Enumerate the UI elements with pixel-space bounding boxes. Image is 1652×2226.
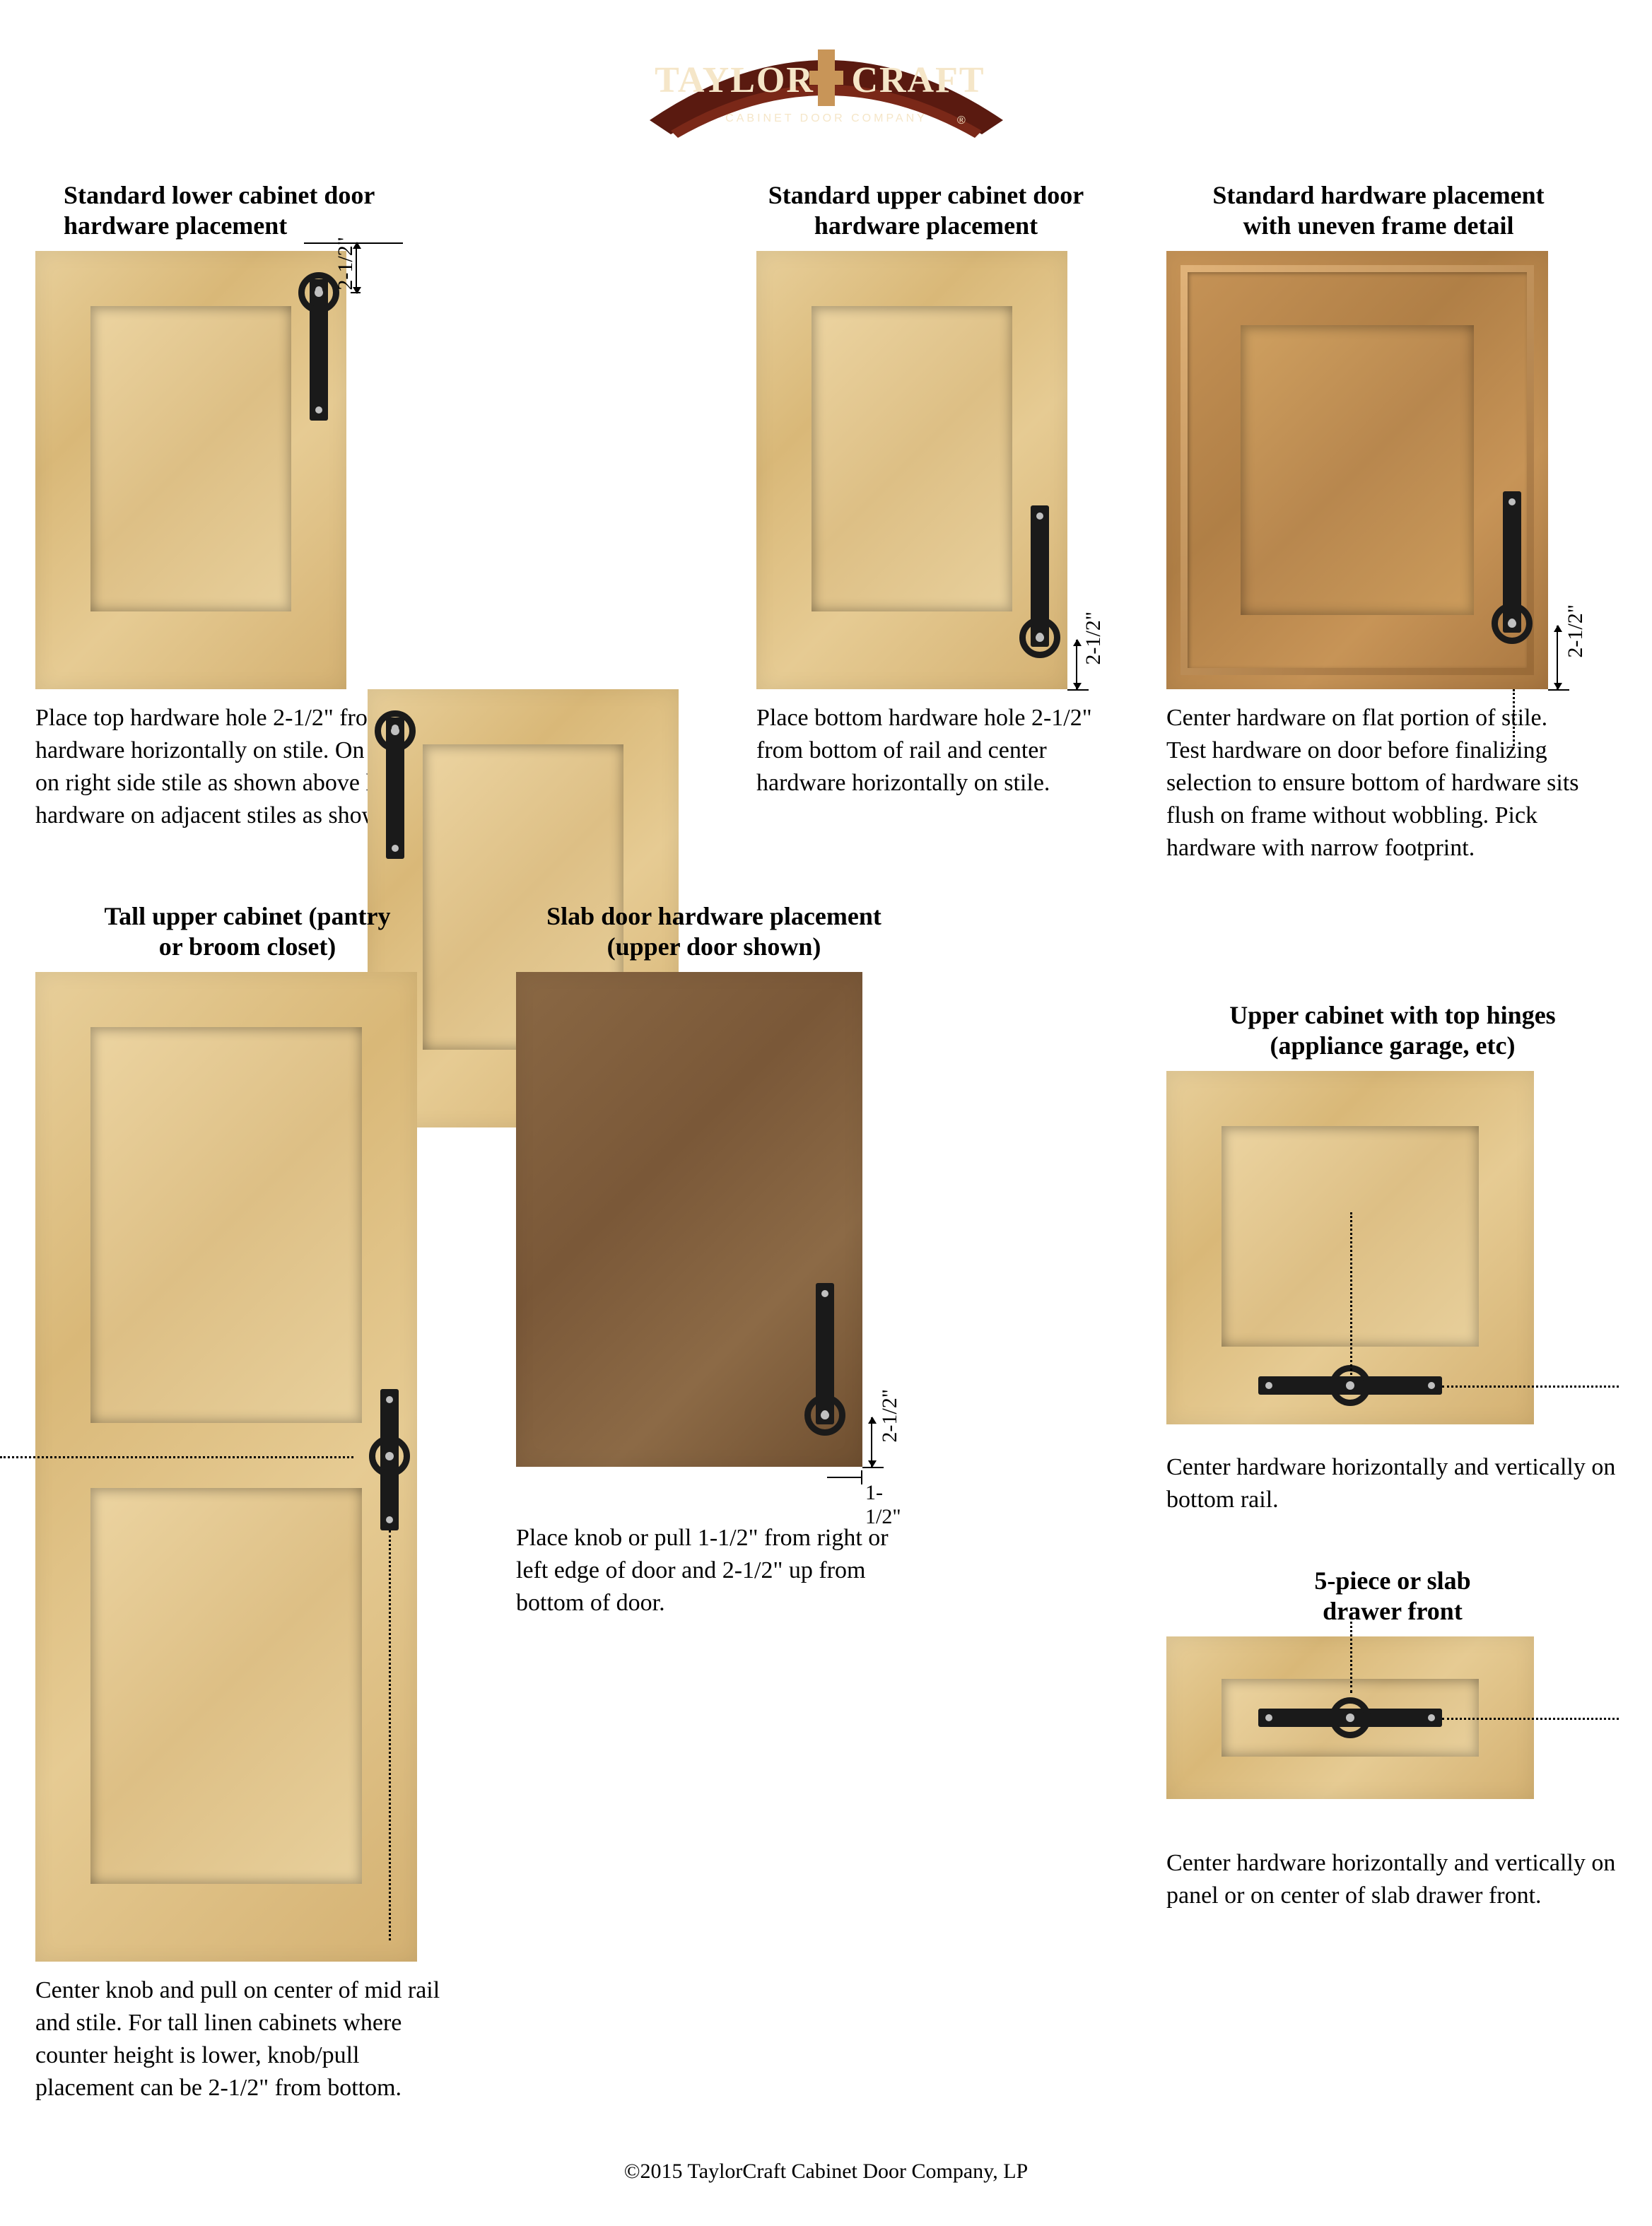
knob-icon: [1492, 603, 1533, 644]
knob-icon: [375, 710, 416, 751]
caption-uneven: Center hardware on flat portion of stile…: [1166, 702, 1591, 864]
title-tall: Tall upper cabinet (pantryor broom close…: [35, 901, 459, 962]
logo-reg: ®: [957, 115, 968, 127]
footer-copyright: ©2015 TaylorCraft Cabinet Door Company, …: [35, 2160, 1617, 2184]
block-tall: Tall upper cabinet (pantryor broom close…: [35, 901, 459, 2104]
caption-tall: Center knob and pull on center of mid ra…: [35, 1974, 459, 2104]
block-slab: Slab door hardware placement (upper door…: [516, 901, 912, 1619]
dim-upper: 2-1/2": [1082, 611, 1106, 665]
title-slab: Slab door hardware placement (upper door…: [516, 901, 912, 962]
knob-icon: [369, 1436, 410, 1477]
block-lower: Standard lower cabinet doorhardware plac…: [35, 180, 686, 832]
caption-slab: Place knob or pull 1-1/2" from right or …: [516, 1522, 912, 1619]
dim-slab-v: 2-1/2": [878, 1389, 902, 1443]
door-lower-left: [35, 251, 346, 689]
caption-drawer: Center hardware horizontally and vertica…: [1166, 1847, 1619, 1912]
block-tophinge: Upper cabinet with top hinges(appliance …: [1166, 1000, 1619, 1516]
caption-tophinge: Center hardware horizontally and vertica…: [1166, 1451, 1619, 1516]
knob-icon: [804, 1395, 845, 1436]
content-grid: Standard lower cabinet doorhardware plac…: [35, 180, 1617, 2145]
door-slab: [516, 972, 862, 1467]
logo-text-left: TAYLOR: [655, 60, 814, 100]
logo-text-right: CRAFT: [851, 60, 985, 100]
title-upper: Standard upper cabinet doorhardware plac…: [756, 180, 1096, 241]
door-upper: [756, 251, 1067, 689]
knob-icon: [1019, 617, 1060, 658]
caption-upper: Place bottom hardware hole 2-1/2" from b…: [756, 702, 1096, 799]
dim-slab-h: 1-1/2": [865, 1481, 912, 1529]
block-drawer: 5-piece or slabdrawer front Center hardw…: [1166, 1566, 1619, 1912]
dim-uneven: 2-1/2": [1564, 604, 1588, 658]
logo: TAYLOR CRAFT CABINET DOOR COMPANY ®: [35, 21, 1617, 152]
title-tophinge: Upper cabinet with top hinges(appliance …: [1166, 1000, 1619, 1061]
dim-lower: 2-1/2": [334, 237, 358, 291]
logo-subtext: CABINET DOOR COMPANY: [725, 112, 927, 124]
block-uneven: Standard hardware placementwith uneven f…: [1166, 180, 1591, 865]
title-drawer: 5-piece or slabdrawer front: [1166, 1566, 1619, 1627]
title-lower: Standard lower cabinet doorhardware plac…: [35, 180, 686, 241]
door-tall: [35, 972, 417, 1962]
block-upper: Standard upper cabinet doorhardware plac…: [756, 180, 1096, 799]
title-uneven: Standard hardware placementwith uneven f…: [1166, 180, 1591, 241]
door-uneven: [1166, 251, 1548, 689]
knob-icon: [1330, 1697, 1371, 1738]
